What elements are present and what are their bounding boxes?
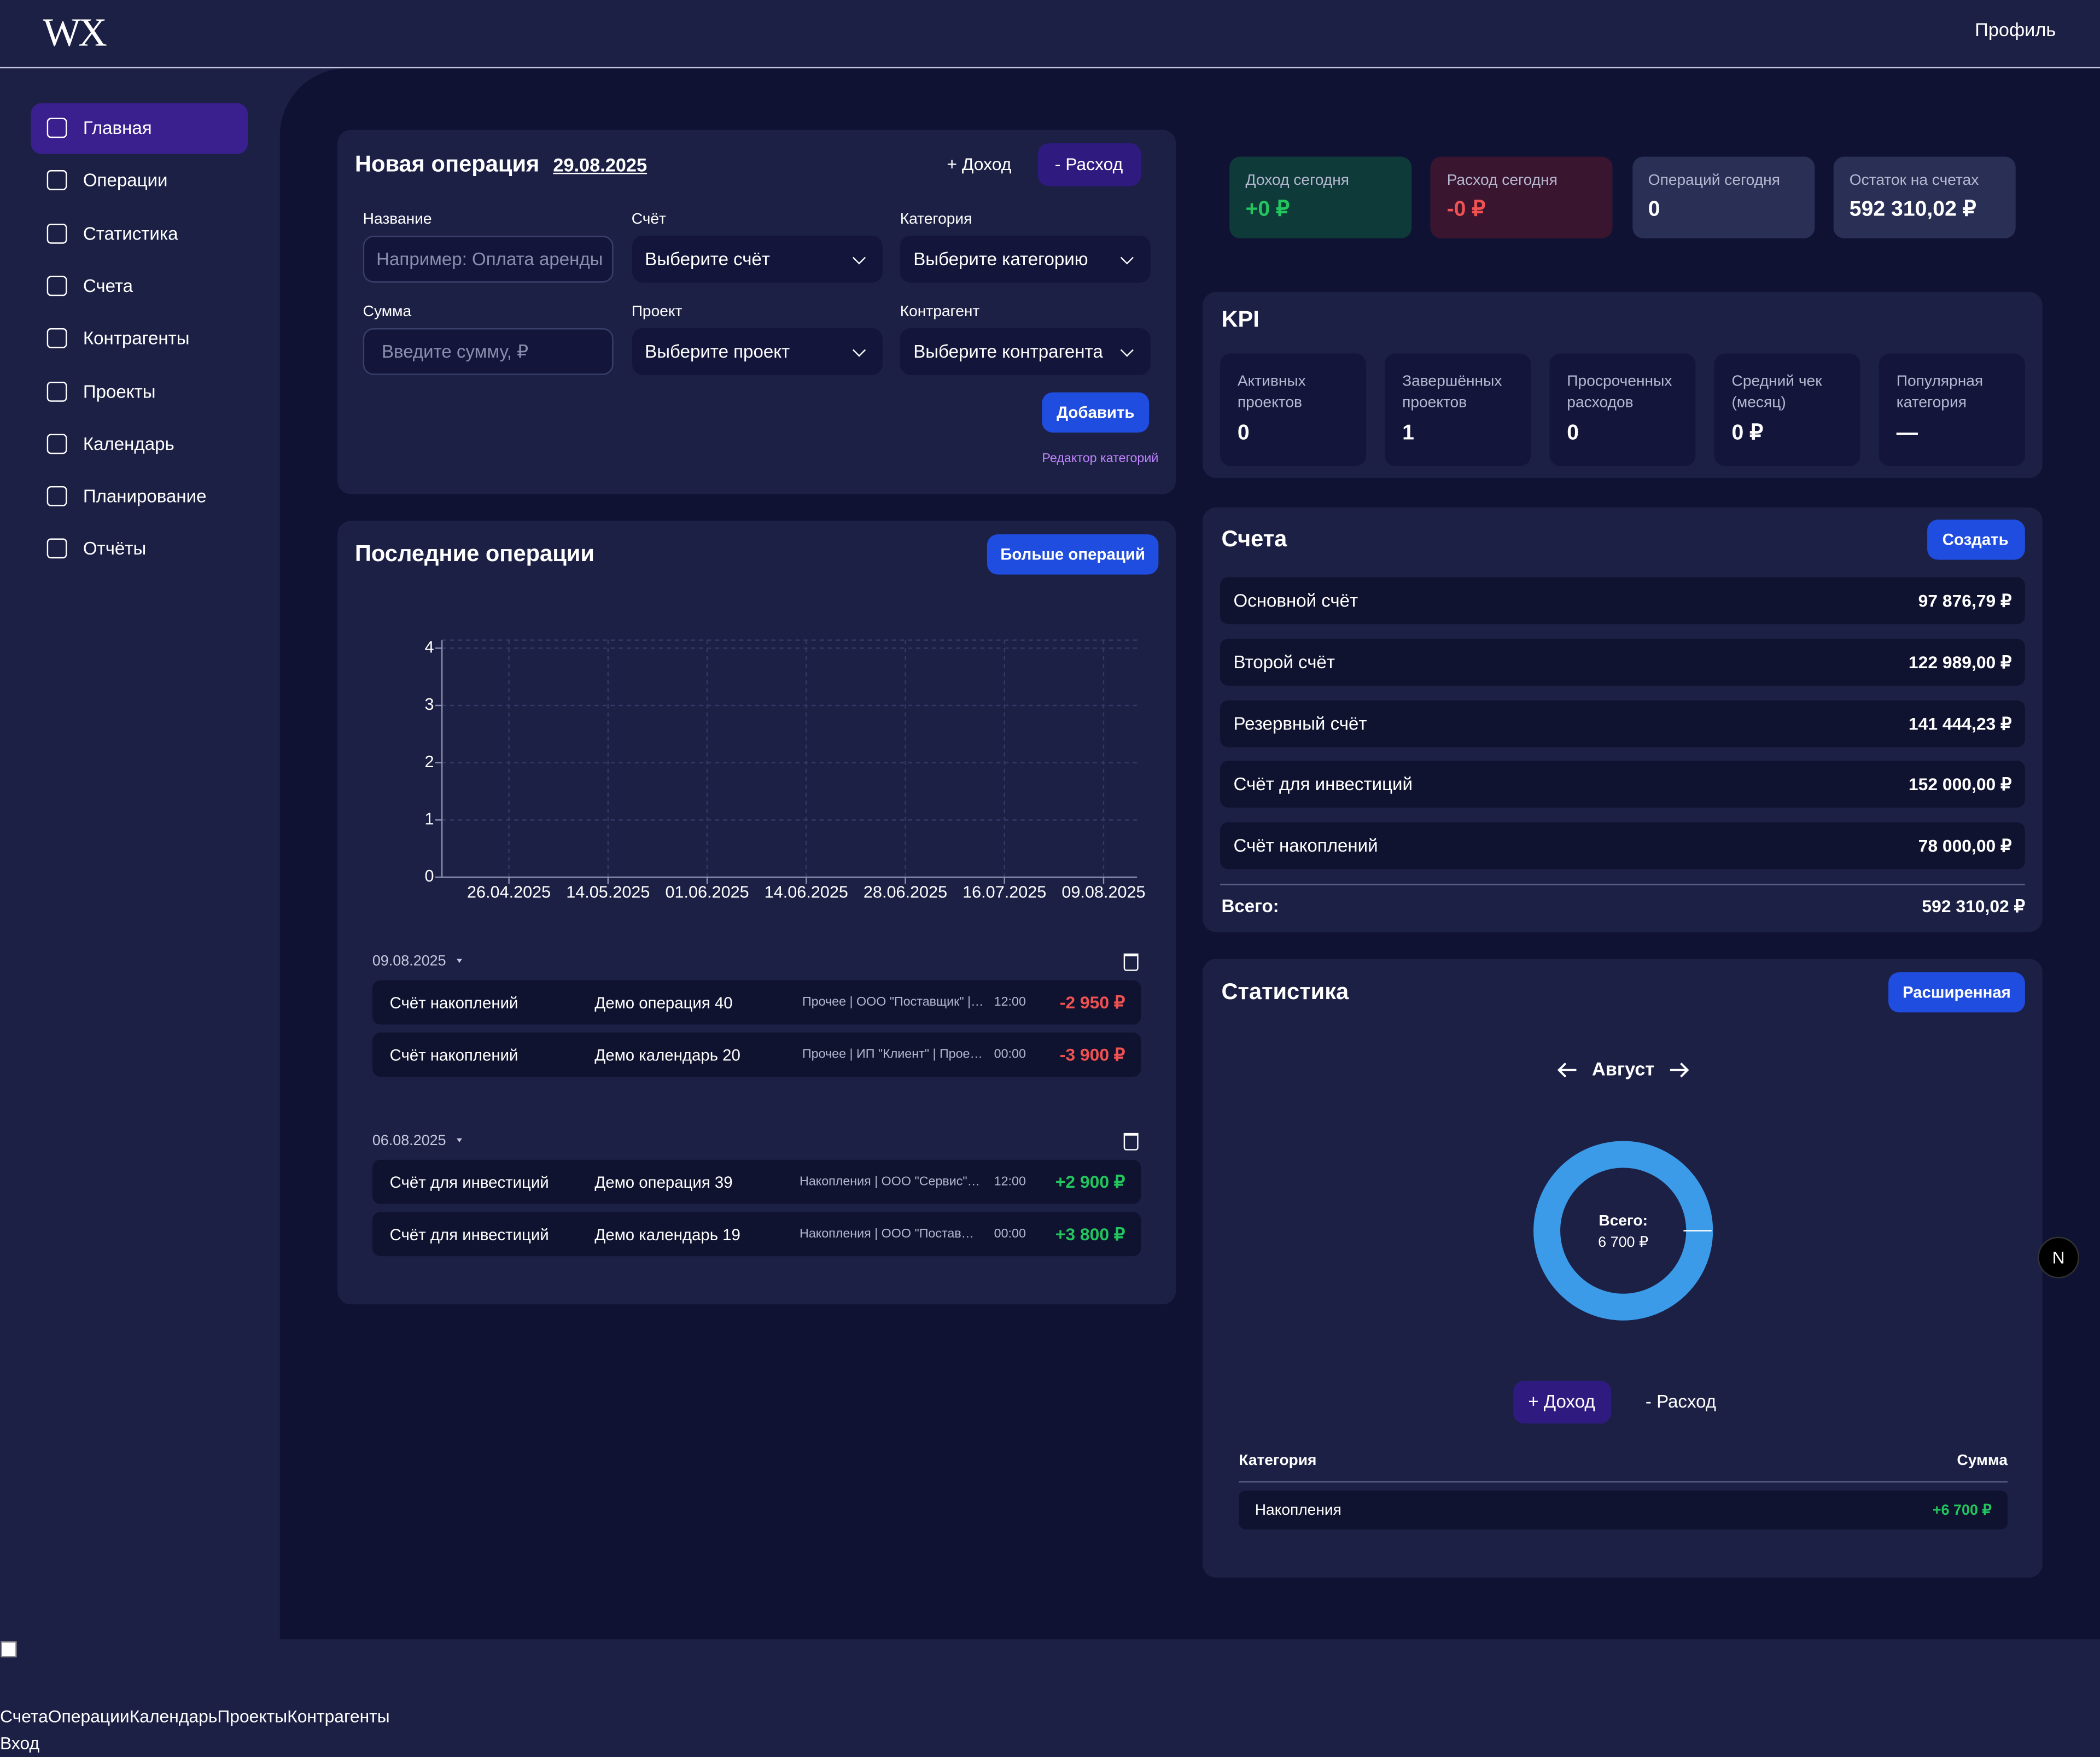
nav-icon [46,539,67,559]
stats-card [1203,959,2043,1578]
delete-icon[interactable] [1123,953,1139,971]
nav-icon [46,328,67,349]
kpi-tile [1220,353,1366,466]
today-tile [1431,156,1613,238]
text-input[interactable] [363,328,614,375]
select[interactable] [631,236,882,283]
delete-icon[interactable] [1123,1133,1139,1151]
nav-icon [46,433,67,454]
kpi-tile [1549,353,1696,466]
extended-button[interactable] [1888,972,2025,1013]
account-row[interactable] [1220,761,2025,808]
nav-icon [46,381,67,401]
today-tile [1833,156,2016,238]
nav-icon [46,170,67,191]
divider [1220,884,2025,885]
today-tile [1632,156,1815,238]
nav-icon [46,223,67,243]
nav-icon [46,118,67,138]
account-row[interactable] [1220,699,2025,747]
select[interactable] [631,328,882,375]
kpi-tile [1879,353,2025,466]
footer [0,1639,2100,1757]
account-row[interactable] [1220,822,2025,869]
more-button[interactable] [987,534,1159,575]
income-tab[interactable] [1513,1380,1612,1424]
kpi-tile [1385,353,1531,466]
today-tile [1229,156,1412,238]
header-divider [0,67,2100,68]
operation-row[interactable] [372,1159,1141,1204]
select[interactable] [900,328,1151,375]
create-button[interactable] [1927,519,2025,560]
operation-row[interactable] [372,1032,1141,1077]
profile-link[interactable]: Профиль [1975,19,2056,40]
kpi-tile [1714,353,1860,466]
operation-row[interactable] [372,980,1141,1025]
sidebar [0,68,280,1639]
group-caret [457,1138,462,1142]
table-row [1239,1490,2008,1530]
nav-icon [46,276,67,296]
operation-row[interactable] [372,1212,1141,1257]
logo: WX [43,10,107,55]
account-row[interactable] [1220,638,2025,686]
select[interactable] [900,236,1151,283]
add-button[interactable] [1042,392,1150,433]
nav-icon [46,486,67,506]
new-operation-card [337,130,1176,494]
account-row[interactable] [1220,577,2025,624]
group-caret [457,959,462,963]
table-divider [1239,1481,2008,1483]
expense-button[interactable] [1037,143,1141,186]
text-input[interactable] [363,236,614,283]
